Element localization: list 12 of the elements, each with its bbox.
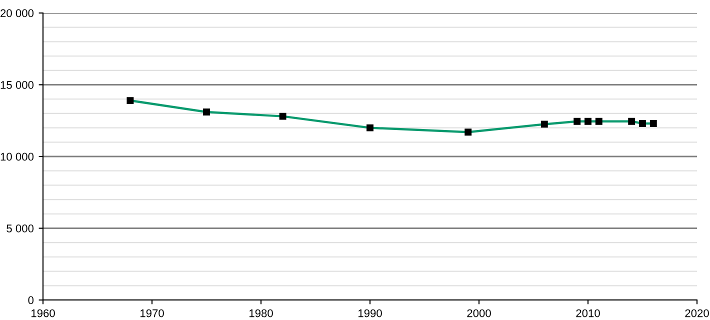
x-tick-label: 1970 xyxy=(140,309,164,318)
y-tick-label: 20 000 xyxy=(0,9,34,18)
x-tick-label: 1960 xyxy=(31,309,55,318)
x-tick-label: 2000 xyxy=(467,309,491,318)
x-tick-label: 2010 xyxy=(576,309,600,318)
y-tick-label: 10 000 xyxy=(0,152,34,161)
y-tick-label: 15 000 xyxy=(0,81,34,89)
x-tick-label: 2020 xyxy=(685,309,709,318)
y-tick-label: 0 xyxy=(28,296,34,304)
x-tick-label: 1980 xyxy=(249,309,273,318)
x-tick-label: 1990 xyxy=(358,309,382,318)
y-tick-label: 5 000 xyxy=(6,224,34,232)
